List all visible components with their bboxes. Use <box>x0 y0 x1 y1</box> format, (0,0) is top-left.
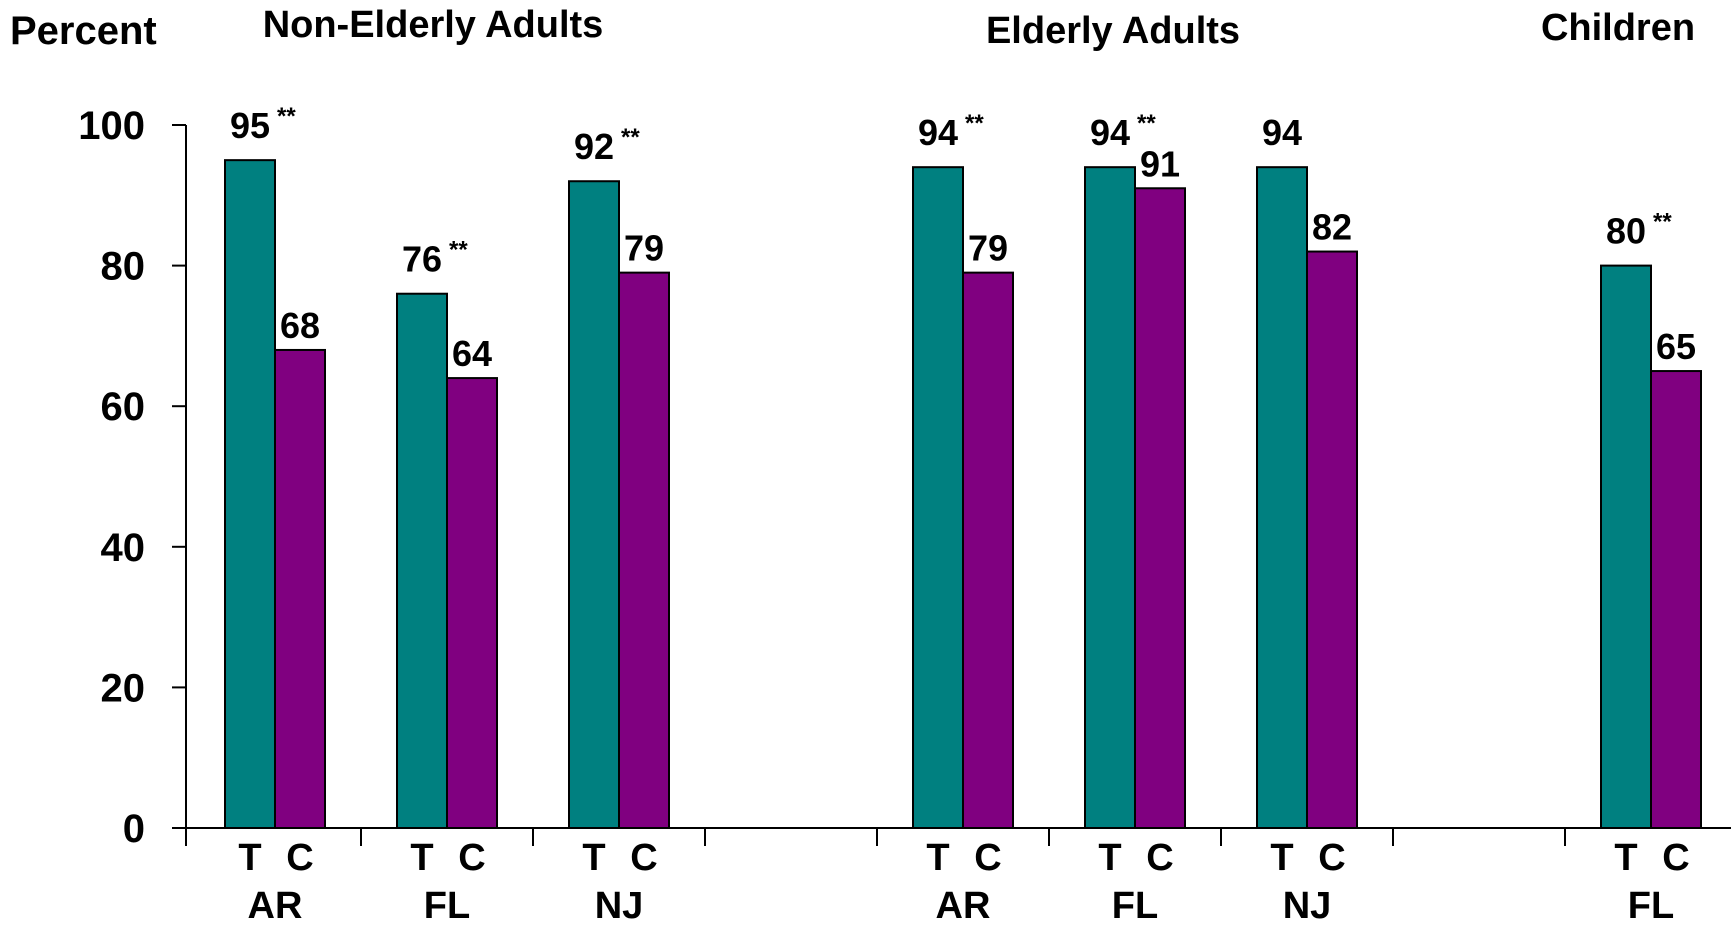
state-label: AR <box>248 885 303 927</box>
data-label-t: 95 <box>230 105 270 146</box>
significance-marker: ** <box>1137 110 1156 137</box>
bar-c <box>274 348 326 829</box>
data-label-c: 91 <box>1140 143 1180 184</box>
bars <box>224 159 1702 830</box>
state-label: FL <box>1628 885 1674 927</box>
bar-c <box>446 377 498 829</box>
y-tick-label: 100 <box>78 104 145 148</box>
state-label: FL <box>424 885 470 927</box>
series-label-c: C <box>1318 837 1345 879</box>
significance-marker: ** <box>449 237 468 264</box>
state-label: AR <box>936 885 991 927</box>
data-label-t: 92 <box>574 126 614 167</box>
series-label-c: C <box>630 837 657 879</box>
y-tick-label: 0 <box>123 807 145 851</box>
series-label-c: C <box>1662 837 1689 879</box>
group-title: Elderly Adults <box>986 10 1240 52</box>
y-ticks: 0 20 40 60 80 100 <box>78 104 186 851</box>
data-label-t: 94 <box>918 112 958 153</box>
group-titles: Non-Elderly Adults Elderly Adults Children <box>263 4 1695 52</box>
significance-marker: ** <box>621 124 640 151</box>
y-tick-label: 40 <box>101 526 146 570</box>
bar-t <box>396 292 448 830</box>
data-label-t: 94 <box>1090 112 1130 153</box>
bar-c <box>1134 187 1186 829</box>
bar-c <box>962 271 1014 829</box>
bar-c <box>1650 370 1702 829</box>
state-label: NJ <box>1283 885 1332 927</box>
data-label-c: 82 <box>1312 207 1352 248</box>
data-label-c: 65 <box>1656 326 1696 367</box>
y-tick-label: 20 <box>101 666 146 710</box>
bar-t <box>912 166 964 829</box>
series-label-t: T <box>410 837 433 879</box>
series-label-t: T <box>926 837 949 879</box>
bar-t <box>1256 166 1308 829</box>
group-title: Children <box>1541 7 1695 49</box>
bar-c <box>1306 250 1358 830</box>
series-label-c: C <box>1146 837 1173 879</box>
bar-t <box>1084 166 1136 829</box>
y-axis-title: Percent <box>10 9 157 53</box>
bar-c <box>618 271 670 829</box>
data-label-c: 68 <box>280 305 320 346</box>
series-label-t: T <box>1614 837 1637 879</box>
series-label-t: T <box>238 837 261 879</box>
data-label-t: 76 <box>402 239 442 280</box>
significance-marker: ** <box>277 103 296 130</box>
series-label-t: T <box>582 837 605 879</box>
bar-t <box>224 159 276 829</box>
y-tick-label: 80 <box>101 245 146 289</box>
series-label-c: C <box>974 837 1001 879</box>
series-label-t: T <box>1270 837 1293 879</box>
bar-t <box>568 180 620 830</box>
series-label-t: T <box>1098 837 1121 879</box>
significance-marker: ** <box>1653 209 1672 236</box>
data-label-t: 94 <box>1262 112 1302 153</box>
state-label: NJ <box>595 885 644 927</box>
y-tick-label: 60 <box>101 385 146 429</box>
series-label-c: C <box>458 837 485 879</box>
series-label-c: C <box>286 837 313 879</box>
data-label-c: 79 <box>624 228 664 269</box>
state-label: FL <box>1112 885 1158 927</box>
data-label-t: 80 <box>1606 211 1646 252</box>
bar-t <box>1600 264 1652 830</box>
data-label-c: 64 <box>452 333 492 374</box>
significance-marker: ** <box>965 110 984 137</box>
data-label-c: 79 <box>968 228 1008 269</box>
group-title: Non-Elderly Adults <box>263 4 604 46</box>
